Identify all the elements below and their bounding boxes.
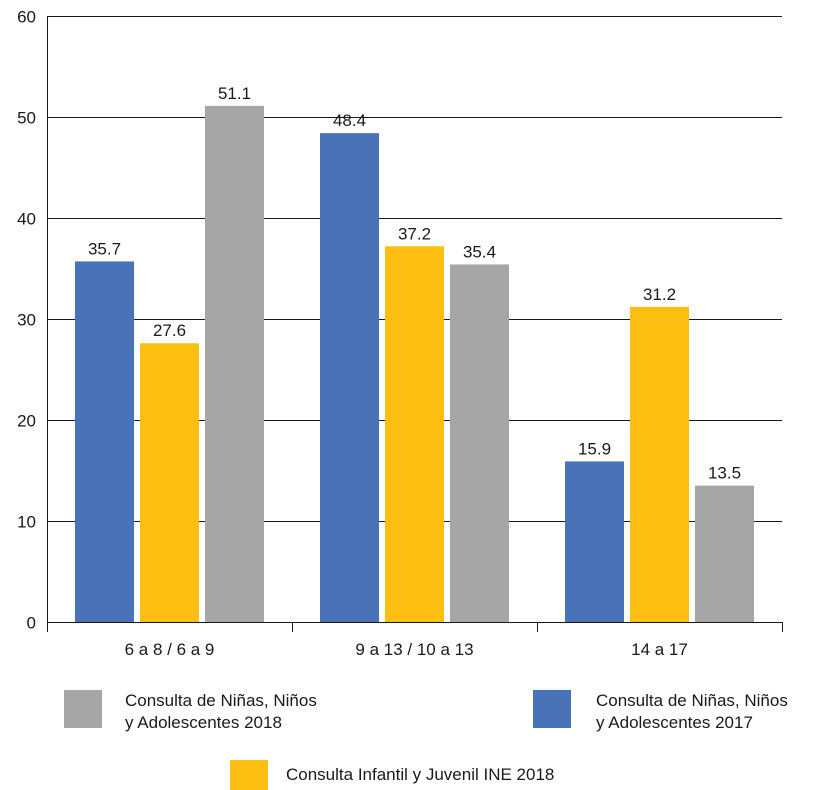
data-label: 13.5 — [708, 464, 741, 483]
data-label: 15.9 — [578, 439, 611, 458]
legend-label-ine-2018: Consulta Infantil y Juvenil INE 2018 — [286, 765, 555, 784]
legend-swatch-ine-2018 — [230, 760, 268, 790]
legend-item-nna-2017: Consulta de Niñas, Niños y Adolescentes … — [533, 690, 788, 734]
data-label: 48.4 — [333, 111, 366, 130]
legend-swatch-nna-2018 — [64, 690, 102, 728]
bar — [75, 261, 134, 622]
y-tick-label: 0 — [27, 614, 36, 633]
data-label: 37.2 — [398, 224, 431, 243]
y-tick-label: 30 — [17, 311, 36, 330]
y-tick-label: 60 — [17, 8, 36, 27]
bar — [320, 133, 379, 622]
bar — [140, 343, 199, 622]
bar — [205, 105, 264, 622]
y-tick-label: 50 — [17, 109, 36, 128]
bar — [695, 485, 754, 622]
bar — [565, 461, 624, 622]
data-label: 35.4 — [463, 242, 496, 261]
bar-chart: 0 10 20 30 40 50 60 35.7 27.6 51.1 6 a 8 / 6 a 9 48… — [17, 8, 783, 659]
bar — [630, 306, 689, 622]
y-tick-label: 10 — [17, 513, 36, 532]
legend-label-nna-2018: Consulta de Niñas, Niños y Adolescentes … — [125, 691, 317, 732]
bar — [450, 264, 509, 622]
data-label: 51.1 — [218, 84, 251, 103]
legend-swatch-nna-2017 — [533, 690, 571, 728]
legend-label-nna-2017: Consulta de Niñas, Niños y Adolescentes … — [596, 691, 788, 732]
legend-item-nna-2018: Consulta de Niñas, Niños y Adolescentes … — [64, 690, 317, 734]
x-category-label: 6 a 8 / 6 a 9 — [125, 640, 215, 659]
x-category-label: 14 a 17 — [631, 640, 688, 659]
x-category-label: 9 a 13 / 10 a 13 — [355, 640, 473, 659]
data-label: 31.2 — [643, 285, 676, 304]
y-tick-label: 20 — [17, 412, 36, 431]
data-label: 35.7 — [88, 239, 121, 258]
legend-item-ine-2018: Consulta Infantil y Juvenil INE 2018 — [230, 760, 554, 790]
data-label: 27.6 — [153, 321, 186, 340]
bar — [385, 246, 444, 622]
y-tick-label: 40 — [17, 210, 36, 229]
